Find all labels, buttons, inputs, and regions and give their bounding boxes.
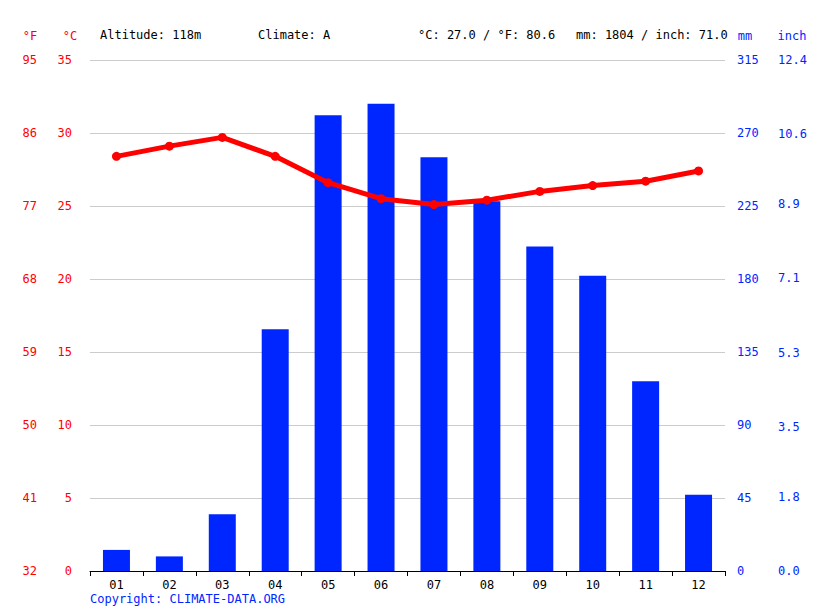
svg-text:01: 01 (109, 578, 123, 592)
svg-text:05: 05 (321, 578, 335, 592)
svg-text:12: 12 (691, 578, 705, 592)
svg-text:50: 50 (23, 418, 37, 432)
svg-text:Copyright: CLIMATE-DATA.ORG: Copyright: CLIMATE-DATA.ORG (90, 592, 285, 606)
svg-text:45: 45 (737, 491, 751, 505)
svg-text:35: 35 (58, 53, 72, 67)
svg-text:7.1: 7.1 (778, 271, 800, 285)
svg-text:10.6: 10.6 (778, 127, 807, 141)
svg-text:270: 270 (737, 126, 759, 140)
svg-text:41: 41 (23, 491, 37, 505)
svg-text:°C: °C (63, 29, 77, 43)
svg-text:3.5: 3.5 (778, 420, 800, 434)
svg-text:225: 225 (737, 199, 759, 213)
svg-text:15: 15 (58, 345, 72, 359)
svg-text:0.0: 0.0 (778, 564, 800, 578)
svg-text:25: 25 (58, 199, 72, 213)
svg-text:180: 180 (737, 272, 759, 286)
svg-text:68: 68 (23, 272, 37, 286)
svg-text:0: 0 (737, 564, 744, 578)
svg-text:135: 135 (737, 345, 759, 359)
svg-text:09: 09 (533, 578, 547, 592)
svg-text:Altitude: 118m: Altitude: 118m (100, 28, 201, 42)
svg-text:86: 86 (23, 126, 37, 140)
svg-text:10: 10 (58, 418, 72, 432)
svg-text:08: 08 (480, 578, 494, 592)
svg-text:12.4: 12.4 (778, 53, 807, 67)
svg-text:10: 10 (585, 578, 599, 592)
svg-text:°C: 27.0 / °F: 80.6: °C: 27.0 / °F: 80.6 (418, 28, 555, 42)
svg-text:02: 02 (162, 578, 176, 592)
svg-text:03: 03 (215, 578, 229, 592)
svg-text:95: 95 (23, 53, 37, 67)
svg-text:06: 06 (374, 578, 388, 592)
svg-text:11: 11 (638, 578, 652, 592)
svg-text:8.9: 8.9 (778, 197, 800, 211)
svg-text:0: 0 (65, 564, 72, 578)
svg-text:Climate: A: Climate: A (258, 28, 331, 42)
svg-text:5.3: 5.3 (778, 346, 800, 360)
svg-text:1.8: 1.8 (778, 490, 800, 504)
svg-text:mm: 1804 / inch: 71.0: mm: 1804 / inch: 71.0 (576, 28, 728, 42)
svg-text:315: 315 (737, 53, 759, 67)
svg-text:30: 30 (58, 126, 72, 140)
svg-text:°F: °F (23, 29, 37, 43)
svg-text:32: 32 (23, 564, 37, 578)
svg-text:mm: mm (738, 29, 752, 43)
svg-text:90: 90 (737, 418, 751, 432)
svg-text:inch: inch (778, 29, 807, 43)
svg-text:07: 07 (427, 578, 441, 592)
svg-text:59: 59 (23, 345, 37, 359)
svg-text:5: 5 (65, 491, 72, 505)
svg-text:20: 20 (58, 272, 72, 286)
svg-text:04: 04 (268, 578, 282, 592)
svg-text:77: 77 (23, 199, 37, 213)
